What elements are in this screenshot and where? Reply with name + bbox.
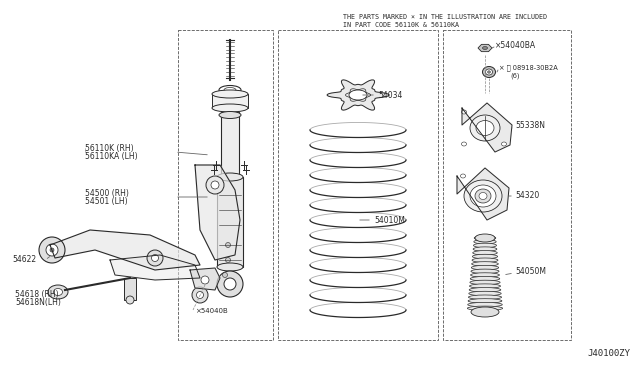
Ellipse shape (475, 234, 495, 242)
Ellipse shape (50, 248, 54, 252)
Ellipse shape (54, 289, 63, 295)
Ellipse shape (349, 90, 367, 100)
Ellipse shape (472, 254, 498, 259)
Bar (212, 94, 248, 108)
Text: J40100ZY: J40100ZY (587, 349, 630, 358)
Ellipse shape (468, 299, 502, 303)
Polygon shape (195, 165, 240, 260)
Ellipse shape (461, 174, 465, 178)
Ellipse shape (468, 302, 502, 307)
Ellipse shape (467, 306, 502, 311)
Bar (217, 177, 243, 267)
Ellipse shape (212, 90, 248, 98)
Bar (443, 30, 571, 340)
Polygon shape (110, 255, 200, 280)
Polygon shape (478, 44, 492, 52)
Ellipse shape (476, 121, 494, 135)
Text: 54320: 54320 (515, 190, 540, 199)
Text: 54622: 54622 (12, 256, 36, 264)
Polygon shape (190, 268, 220, 290)
Ellipse shape (219, 173, 241, 180)
Ellipse shape (473, 247, 497, 251)
Ellipse shape (469, 288, 501, 292)
Ellipse shape (472, 258, 498, 262)
Ellipse shape (147, 250, 163, 266)
Text: 56110K (RH): 56110K (RH) (85, 144, 134, 153)
Ellipse shape (39, 237, 65, 263)
Ellipse shape (217, 271, 243, 297)
Ellipse shape (486, 69, 493, 75)
Ellipse shape (223, 273, 227, 278)
Text: 54501 (LH): 54501 (LH) (85, 196, 127, 205)
Ellipse shape (461, 142, 467, 146)
Ellipse shape (48, 285, 68, 299)
Ellipse shape (475, 189, 491, 203)
Text: 54034: 54034 (378, 90, 403, 99)
Ellipse shape (470, 284, 500, 288)
Ellipse shape (225, 257, 230, 263)
Ellipse shape (474, 240, 496, 244)
Text: 56110KA (LH): 56110KA (LH) (85, 151, 138, 160)
Text: 54618 (RH): 54618 (RH) (15, 291, 59, 299)
Ellipse shape (474, 243, 497, 248)
Bar (278, 30, 438, 340)
Ellipse shape (472, 262, 499, 266)
Ellipse shape (224, 278, 236, 290)
Ellipse shape (470, 280, 500, 285)
Text: (6): (6) (510, 73, 520, 79)
Text: 55338N: 55338N (515, 121, 545, 129)
Ellipse shape (196, 292, 204, 298)
Bar (124, 278, 136, 300)
Ellipse shape (152, 254, 159, 262)
Text: 54050M: 54050M (515, 267, 546, 276)
Ellipse shape (217, 263, 243, 271)
Polygon shape (50, 230, 200, 270)
Ellipse shape (201, 276, 209, 284)
Polygon shape (462, 103, 512, 152)
Ellipse shape (471, 265, 499, 270)
Ellipse shape (206, 176, 224, 194)
Ellipse shape (217, 173, 243, 181)
Bar (221, 112, 239, 177)
Text: THE PARTS MARKED × IN THE ILLUSTRATION ARE INCLUDED: THE PARTS MARKED × IN THE ILLUSTRATION A… (343, 14, 547, 20)
Ellipse shape (470, 273, 499, 277)
Text: IN PART CODE 56110K & 56110KA: IN PART CODE 56110K & 56110KA (343, 22, 459, 28)
Ellipse shape (470, 185, 496, 207)
Ellipse shape (468, 291, 501, 296)
Ellipse shape (470, 115, 500, 141)
Polygon shape (327, 80, 389, 110)
Ellipse shape (464, 180, 502, 212)
Ellipse shape (470, 276, 500, 281)
Text: ×54040B: ×54040B (195, 308, 228, 314)
Polygon shape (457, 168, 509, 220)
Ellipse shape (488, 71, 490, 73)
Ellipse shape (219, 112, 241, 119)
Ellipse shape (46, 244, 58, 256)
Ellipse shape (192, 287, 208, 303)
Ellipse shape (483, 46, 488, 49)
Ellipse shape (471, 307, 499, 317)
Ellipse shape (471, 269, 499, 273)
Ellipse shape (126, 296, 134, 304)
Ellipse shape (468, 295, 502, 299)
Text: 54618N(LH): 54618N(LH) (15, 298, 61, 308)
Ellipse shape (479, 192, 487, 199)
Bar (178, 30, 273, 340)
Ellipse shape (225, 243, 230, 247)
Ellipse shape (473, 251, 497, 255)
Ellipse shape (483, 67, 495, 77)
Text: × Ⓝ 08918-30B2A: × Ⓝ 08918-30B2A (499, 65, 557, 71)
Text: ×54040BA: ×54040BA (495, 41, 536, 49)
Ellipse shape (212, 104, 248, 112)
Text: 54010M: 54010M (374, 215, 405, 224)
Ellipse shape (211, 181, 219, 189)
Ellipse shape (461, 110, 467, 114)
Text: 54500 (RH): 54500 (RH) (85, 189, 129, 198)
Ellipse shape (502, 142, 506, 146)
Ellipse shape (474, 236, 496, 240)
